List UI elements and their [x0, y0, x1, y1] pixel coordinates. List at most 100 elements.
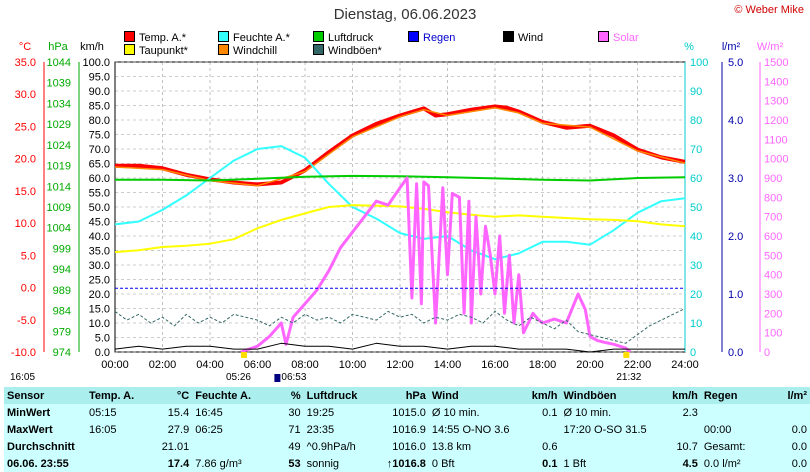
x-tick-label: 14:00 — [434, 359, 462, 371]
y-tick-label-rain: 0.0 — [728, 347, 743, 359]
y-tick-label-temp: -10.0 — [11, 347, 36, 359]
y-tick-label-rain: 2.0 — [728, 231, 743, 243]
stats-cell — [560, 438, 649, 455]
stats-cell: 16:45 — [195, 406, 223, 419]
legend-label: Solar — [613, 32, 639, 44]
x-tick-label: 02:00 — [149, 359, 177, 371]
stats-cell: ↑1016.8 — [386, 457, 426, 470]
legend-label: Luftdruck — [328, 32, 374, 44]
y-tick-label-temp: 0.0 — [21, 283, 36, 295]
y-tick-label-solar: 1000 — [764, 154, 788, 166]
y-tick-label-kmh: 100.0 — [82, 57, 110, 69]
axis-unit-kmh: km/h — [80, 41, 104, 53]
legend-item: Windböen* — [313, 44, 382, 57]
y-tick-label-hpa: 1044 — [47, 57, 71, 69]
y-tick-label-pct: 80 — [690, 115, 702, 127]
x-tick-label: 06:00 — [244, 359, 272, 371]
y-tick-label-rain: 5.0 — [728, 57, 743, 69]
stats-cell: 06.06. 23:55 — [7, 457, 69, 470]
y-tick-label-temp: 5.0 — [21, 250, 36, 262]
stats-header-cell: km/h — [649, 387, 701, 404]
stats-header-cell: % — [273, 387, 304, 404]
stats-header-cell: Feuchte A. — [192, 387, 274, 404]
sunset-marker — [623, 352, 630, 358]
legend-swatch — [598, 31, 609, 42]
stats-cell: 0 Bft — [431, 457, 455, 470]
y-tick-label-solar: 0 — [764, 347, 770, 359]
stats-cell: MaxWert — [7, 423, 53, 436]
stats-cell: 1016.9 — [392, 423, 426, 436]
stats-cell: 27.9 — [167, 423, 190, 436]
x-tick-label: 00:00 — [101, 359, 129, 371]
y-tick-label-hpa: 1029 — [47, 119, 71, 131]
y-tick-label-kmh: 0.0 — [95, 347, 110, 359]
legend-swatch — [218, 44, 229, 55]
stats-cell: 1016.0 — [392, 440, 426, 453]
stats-header-cell: hPa — [373, 387, 429, 404]
y-tick-label-pct: 20 — [690, 289, 702, 301]
y-tick-label-pct: 10 — [690, 318, 702, 330]
stats-cell: 4.5 — [682, 457, 698, 470]
x-tick-label: 22:00 — [624, 359, 652, 371]
stats-cell: 53 — [288, 457, 301, 470]
y-tick-label-temp: 10.0 — [15, 218, 36, 230]
stats-row: MinWert 05:15 15.4 16:45 30 19:25 1015.0 Ø 10 m… — [4, 404, 810, 421]
stats-header-cell: °C — [147, 387, 193, 404]
y-tick-label-rain: 4.0 — [728, 115, 743, 127]
y-tick-label-pct: 70 — [690, 144, 702, 156]
stats-cell: Durchschnitt — [7, 440, 75, 453]
y-tick-label-solar: 200 — [764, 308, 782, 320]
y-tick-label-solar: 100 — [764, 328, 782, 340]
y-tick-label-hpa: 1014 — [47, 181, 71, 193]
stats-cell: 1015.0 — [392, 406, 426, 419]
stats-cell: Ø 10 min. — [431, 406, 480, 419]
time-marker-left-marker: 16:05 — [10, 372, 35, 383]
sunrise-marker — [240, 352, 247, 358]
y-tick-label-pct: 90 — [690, 86, 702, 98]
series-wind — [114, 342, 685, 353]
legend-label: Windböen* — [328, 45, 382, 57]
stats-header-cell: Temp. A. — [85, 387, 148, 404]
y-tick-label-solar: 800 — [764, 192, 782, 204]
y-tick-label-temp: 15.0 — [15, 186, 36, 198]
y-tick-label-temp: -5.0 — [17, 315, 36, 327]
legend-swatch — [313, 31, 324, 42]
y-tick-label-hpa: 1004 — [47, 223, 71, 235]
stats-cell: 10.7 — [676, 440, 698, 453]
y-tick-label-kmh: 65.0 — [89, 159, 110, 171]
legend-swatch — [218, 31, 229, 42]
legend-swatch — [313, 44, 324, 55]
stats-cell — [513, 421, 561, 438]
stats-header-row: Sensor Temp. A. °C Feuchte A.% Luftdruck hPa W… — [4, 387, 810, 404]
y-tick-label-pct: 60 — [690, 173, 702, 185]
y-tick-label-hpa: 989 — [53, 285, 71, 297]
y-tick-label-kmh: 5.0 — [95, 333, 110, 345]
copyright-label[interactable]: © Weber Mike — [734, 4, 804, 16]
legend-item: Wind — [503, 31, 543, 44]
stats-header-cell: Wind — [428, 387, 513, 404]
axis-unit-hpa: hPa — [48, 41, 68, 53]
y-tick-label-kmh: 20.0 — [89, 289, 110, 301]
time-marker-sunset-marker: 21:32 — [616, 372, 641, 383]
stats-cell: 16:05 — [88, 423, 117, 436]
legend-label: Regen — [423, 32, 456, 44]
weather-chart: 00:00 02:00 04:00 06:00 08:00 10:00 12:00 14:00… — [10, 41, 788, 383]
stats-cell: 2.3 — [682, 406, 698, 419]
legend-item: Taupunkt* — [124, 44, 188, 57]
stats-cell — [192, 438, 273, 455]
stats-table: Sensor Temp. A. °C Feuchte A.% Luftdruck hPa W… — [4, 387, 810, 472]
stats-cell: 0.1 — [542, 457, 558, 470]
legend-label: Temp. A.* — [139, 32, 187, 44]
series-taupunkt- — [114, 204, 686, 254]
y-tick-label-solar: 700 — [764, 212, 782, 224]
x-tick-label: 10:00 — [339, 359, 367, 371]
stats-cell: 1 Bft — [563, 457, 587, 470]
y-tick-label-solar: 400 — [764, 270, 782, 282]
legend-swatch — [503, 31, 514, 42]
stats-row: 06.06. 23:55 17.4 7.86 g/m³ 53 sonnig ↑1016.8… — [4, 455, 810, 472]
stats-cell: 0.0 — [791, 440, 807, 453]
series-feuchte-a- — [114, 145, 686, 261]
axis-unit-pct: % — [684, 41, 694, 53]
y-tick-label-kmh: 35.0 — [89, 246, 110, 258]
legend-swatch — [124, 44, 135, 55]
